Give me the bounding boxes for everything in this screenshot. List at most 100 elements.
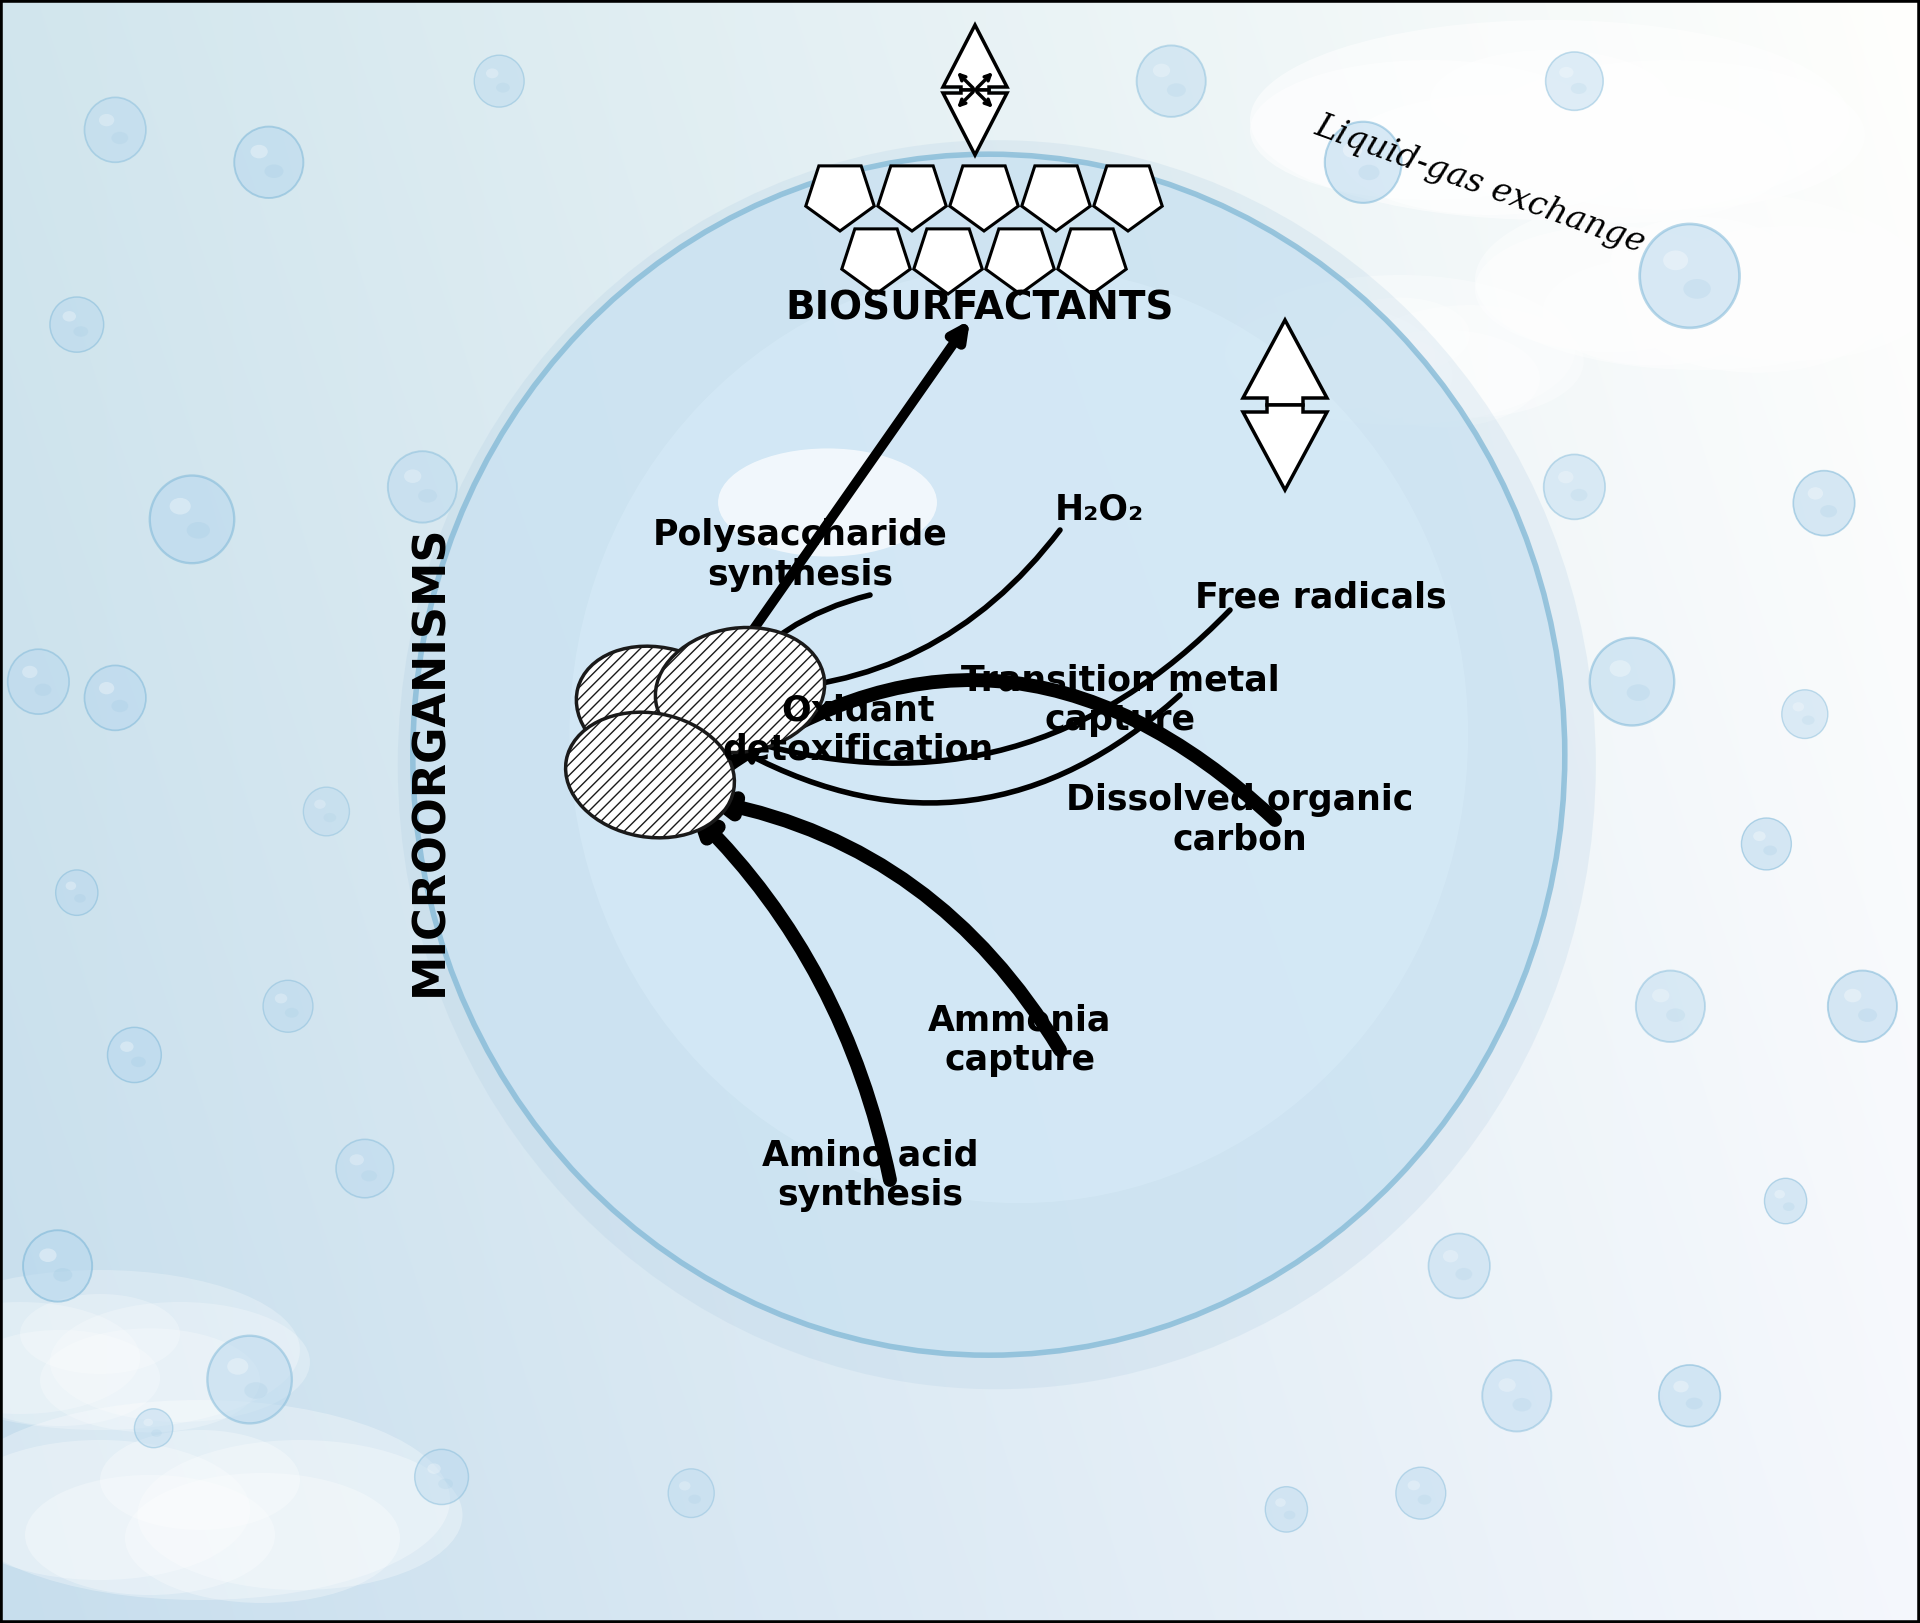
Ellipse shape — [23, 665, 38, 678]
Ellipse shape — [152, 1430, 161, 1436]
Polygon shape — [943, 89, 1006, 156]
Ellipse shape — [0, 1401, 449, 1600]
Ellipse shape — [1265, 1487, 1308, 1532]
Ellipse shape — [668, 1469, 714, 1518]
Ellipse shape — [75, 894, 86, 902]
Polygon shape — [1242, 320, 1327, 406]
Polygon shape — [914, 229, 983, 294]
Ellipse shape — [1753, 831, 1766, 841]
Ellipse shape — [1859, 1008, 1878, 1022]
Ellipse shape — [397, 140, 1596, 1389]
Ellipse shape — [234, 127, 303, 198]
Ellipse shape — [125, 1474, 399, 1604]
Ellipse shape — [0, 1271, 300, 1430]
Text: Dissolved organic
carbon: Dissolved organic carbon — [1066, 784, 1413, 857]
Ellipse shape — [1137, 45, 1206, 117]
Ellipse shape — [0, 1302, 140, 1414]
Ellipse shape — [265, 164, 284, 179]
Ellipse shape — [134, 1409, 173, 1448]
Polygon shape — [841, 229, 910, 294]
Ellipse shape — [1430, 50, 1670, 149]
Ellipse shape — [1632, 256, 1880, 373]
Text: Transition metal
capture: Transition metal capture — [960, 664, 1279, 737]
Ellipse shape — [65, 881, 77, 889]
Ellipse shape — [0, 1440, 250, 1581]
Ellipse shape — [1626, 685, 1649, 701]
Ellipse shape — [388, 451, 457, 523]
Ellipse shape — [419, 489, 438, 503]
Polygon shape — [1058, 229, 1127, 294]
Polygon shape — [806, 166, 874, 230]
Ellipse shape — [687, 1495, 701, 1505]
Ellipse shape — [1475, 226, 1745, 352]
Polygon shape — [1094, 166, 1162, 230]
Ellipse shape — [1686, 1397, 1703, 1409]
Ellipse shape — [1428, 1233, 1490, 1298]
Ellipse shape — [100, 682, 115, 695]
Ellipse shape — [1774, 1190, 1786, 1198]
Ellipse shape — [1444, 1250, 1459, 1263]
Ellipse shape — [84, 97, 146, 162]
Ellipse shape — [1801, 716, 1814, 725]
Ellipse shape — [40, 1328, 259, 1433]
Text: Liquid-gas exchange: Liquid-gas exchange — [1309, 110, 1649, 260]
Ellipse shape — [23, 1230, 92, 1302]
Ellipse shape — [169, 498, 190, 514]
Ellipse shape — [1571, 489, 1588, 502]
Polygon shape — [950, 166, 1018, 230]
Ellipse shape — [84, 665, 146, 730]
Ellipse shape — [438, 1479, 453, 1488]
Ellipse shape — [576, 646, 743, 774]
Ellipse shape — [1455, 1268, 1473, 1281]
Ellipse shape — [1741, 818, 1791, 870]
Ellipse shape — [1396, 1467, 1446, 1519]
Ellipse shape — [566, 712, 733, 837]
Ellipse shape — [1331, 297, 1471, 373]
Ellipse shape — [1277, 331, 1453, 422]
Ellipse shape — [1225, 305, 1434, 411]
Ellipse shape — [1659, 1365, 1720, 1427]
Ellipse shape — [1559, 471, 1574, 484]
Ellipse shape — [263, 980, 313, 1032]
Ellipse shape — [1674, 1381, 1690, 1393]
Ellipse shape — [486, 68, 499, 78]
Ellipse shape — [100, 1430, 300, 1530]
Ellipse shape — [1348, 329, 1540, 427]
Ellipse shape — [284, 1008, 300, 1018]
Ellipse shape — [150, 476, 234, 563]
Text: Polysaccharide
synthesis: Polysaccharide synthesis — [653, 518, 947, 592]
Ellipse shape — [655, 628, 824, 753]
Ellipse shape — [1784, 1203, 1795, 1211]
Ellipse shape — [1546, 52, 1603, 110]
Ellipse shape — [1559, 67, 1574, 78]
Ellipse shape — [315, 800, 326, 808]
Text: Oxidant
detoxification: Oxidant detoxification — [722, 693, 995, 766]
Ellipse shape — [413, 154, 1565, 1355]
Ellipse shape — [428, 1464, 442, 1474]
Polygon shape — [1021, 166, 1091, 230]
Ellipse shape — [1820, 505, 1837, 518]
Polygon shape — [985, 229, 1054, 294]
Ellipse shape — [1684, 279, 1711, 299]
Ellipse shape — [1793, 703, 1805, 711]
Ellipse shape — [349, 1154, 365, 1165]
Ellipse shape — [1782, 690, 1828, 738]
Ellipse shape — [474, 55, 524, 107]
Polygon shape — [877, 166, 947, 230]
Ellipse shape — [1250, 19, 1851, 221]
Ellipse shape — [1475, 190, 1920, 370]
Ellipse shape — [1407, 1480, 1421, 1490]
Ellipse shape — [1544, 454, 1605, 519]
Ellipse shape — [1284, 1511, 1296, 1519]
Ellipse shape — [1542, 258, 1768, 365]
Text: H₂O₂: H₂O₂ — [1054, 493, 1144, 527]
Ellipse shape — [1590, 638, 1674, 725]
Ellipse shape — [1609, 661, 1630, 677]
Ellipse shape — [1809, 487, 1824, 500]
Ellipse shape — [56, 870, 98, 915]
Ellipse shape — [1763, 846, 1778, 855]
Polygon shape — [1242, 406, 1327, 490]
Ellipse shape — [111, 700, 129, 712]
Ellipse shape — [1225, 274, 1574, 425]
Ellipse shape — [275, 993, 288, 1003]
